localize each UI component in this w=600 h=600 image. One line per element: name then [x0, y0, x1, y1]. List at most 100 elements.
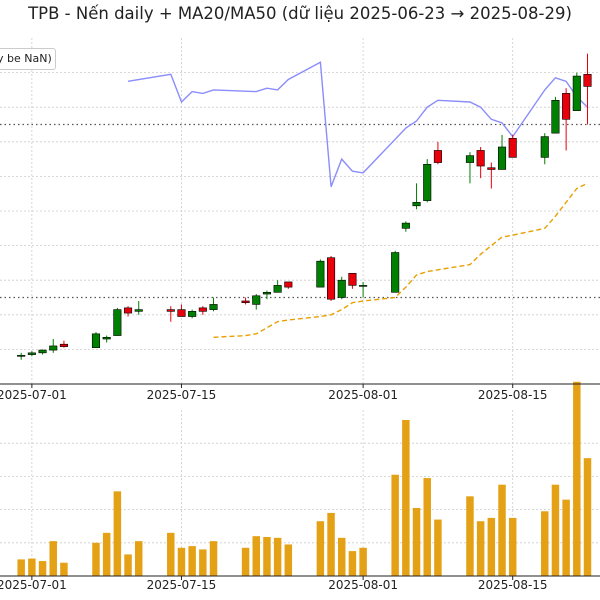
- price-x-tick-label: 2025-08-01: [328, 388, 398, 402]
- volume-bar: [113, 491, 122, 576]
- volume-bar: [17, 559, 25, 576]
- candle: [134, 300, 143, 315]
- candle: [391, 250, 400, 293]
- price-x-tick-label: 2025-07-01: [0, 388, 67, 402]
- candle: [551, 96, 560, 134]
- volume-bar: [49, 541, 57, 576]
- volume-bar: [412, 507, 421, 576]
- candle: [433, 141, 442, 165]
- candle: [465, 152, 475, 184]
- volume-x-tick-label: 2025-07-01: [0, 578, 67, 592]
- volume-x-tick-label: 2025-07-15: [147, 578, 217, 592]
- candle: [91, 332, 101, 348]
- volume-bar: [177, 547, 186, 576]
- candle: [102, 335, 111, 343]
- volume-bar: [241, 547, 250, 576]
- candle-body-up: [401, 222, 410, 229]
- candle-body-down: [348, 272, 357, 286]
- candle: [487, 162, 496, 189]
- candle-body-up: [134, 309, 143, 312]
- candle-body-down: [123, 307, 133, 314]
- candle: [27, 351, 36, 357]
- volume-bar: [562, 499, 570, 576]
- candle-body-down: [59, 343, 68, 347]
- volume-bar: [498, 484, 506, 576]
- candle: [562, 88, 571, 151]
- candle: [284, 281, 293, 289]
- volume-x-tick-label: 2025-08-15: [478, 578, 548, 592]
- candle-body-up: [252, 295, 261, 305]
- candle: [177, 304, 186, 317]
- volume-bar: [199, 549, 207, 576]
- volume-bar: [284, 544, 293, 576]
- candle: [273, 280, 282, 293]
- candle-body-up: [38, 349, 47, 354]
- price-x-tick-label: 2025-07-15: [147, 388, 217, 402]
- volume-bar: [583, 458, 592, 576]
- candle: [252, 294, 261, 310]
- price-x-tick-label: 2025-08-15: [478, 388, 548, 402]
- volume-bar: [402, 419, 410, 576]
- candle-body-up: [423, 163, 432, 201]
- candle-body-down: [177, 309, 186, 317]
- volume-bar: [273, 537, 282, 576]
- volume-bar: [338, 537, 346, 576]
- volume-bar: [124, 554, 132, 576]
- candle-body-up: [91, 333, 101, 348]
- candle-body-up: [412, 202, 421, 207]
- volume-bar: [252, 536, 260, 576]
- volume-bar: [466, 496, 474, 576]
- volume-bar: [434, 519, 442, 576]
- volume-bar: [348, 551, 357, 576]
- candle: [188, 309, 197, 319]
- volume-bars: [17, 381, 592, 576]
- ma50-line: [213, 182, 588, 338]
- candle-body-down: [241, 300, 250, 303]
- candle-body-down: [327, 257, 336, 300]
- candle-body-up: [316, 260, 325, 288]
- candle-body-up: [102, 336, 111, 340]
- volume-bar: [134, 541, 143, 576]
- candle: [572, 72, 581, 111]
- x-tick-marks: [31, 384, 514, 580]
- x-tick-labels: 2025-07-01 2025-07-01 2025-07-15 2025-07-15…: [0, 388, 548, 592]
- candle: [497, 134, 507, 170]
- candle: [209, 297, 218, 312]
- candle: [38, 349, 47, 355]
- volume-bar: [316, 521, 325, 576]
- ma20-line: [127, 61, 588, 188]
- candle-body-up: [359, 285, 368, 287]
- volume-bar: [327, 512, 335, 576]
- candle: [423, 159, 432, 203]
- candle: [337, 276, 346, 300]
- volume-bar: [102, 532, 111, 576]
- candle-body-up: [465, 155, 475, 163]
- candle-body-down: [487, 167, 496, 170]
- volume-bar: [359, 547, 367, 576]
- volume-bar: [487, 517, 496, 576]
- candle-body-down: [284, 281, 293, 288]
- candle-body-up: [540, 136, 549, 158]
- candle: [401, 221, 410, 232]
- candle-body-up: [572, 75, 581, 111]
- candle: [583, 53, 592, 125]
- candle-body-down: [198, 307, 207, 312]
- candle-body-up: [551, 99, 560, 134]
- volume-bar: [167, 532, 175, 576]
- candle: [59, 340, 68, 348]
- candle-body-down: [433, 150, 442, 163]
- volume-bar: [60, 562, 68, 576]
- volume-bar: [28, 558, 36, 576]
- candle-body-down: [476, 150, 485, 167]
- candle-body-up: [49, 345, 58, 351]
- candle: [123, 306, 133, 317]
- volume-bar: [263, 536, 271, 576]
- candle: [508, 134, 517, 158]
- volume-bar: [551, 484, 560, 576]
- volume-bar: [209, 541, 218, 576]
- candle-body-up: [391, 252, 400, 293]
- chart-title: TPB - Nến daily + MA20/MA50 (dữ liệu 202…: [28, 4, 572, 23]
- candle: [412, 183, 421, 210]
- legend-box: y be NaN): [0, 48, 56, 70]
